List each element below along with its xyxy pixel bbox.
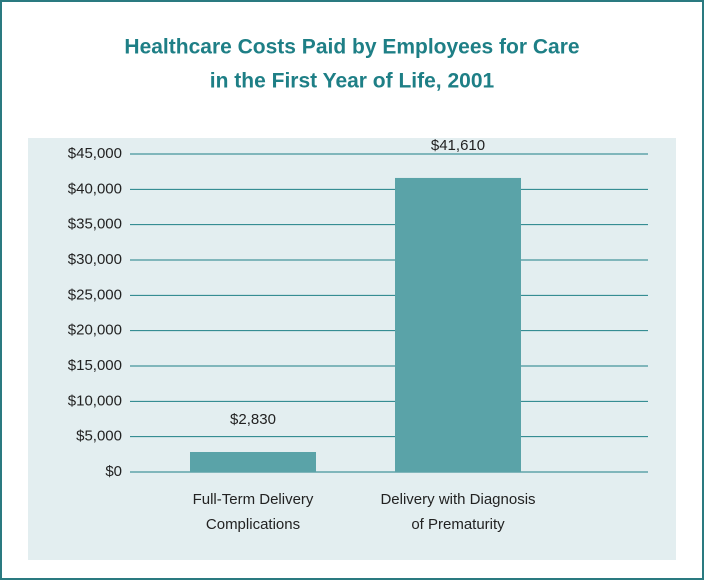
chart-title: in the First Year of Life, 2001 xyxy=(210,70,495,93)
y-tick-label: $45,000 xyxy=(68,145,122,162)
x-tick-label: Full-Term Delivery xyxy=(193,491,314,508)
y-tick-label: $15,000 xyxy=(68,357,122,374)
value-label: $41,610 xyxy=(431,137,485,154)
value-label: $2,830 xyxy=(230,411,276,428)
y-tick-label: $0 xyxy=(105,463,122,480)
x-tick-label: of Prematurity xyxy=(411,516,505,533)
y-tick-label: $35,000 xyxy=(68,216,122,233)
y-tick-label: $5,000 xyxy=(76,428,122,445)
y-tick-label: $30,000 xyxy=(68,251,122,268)
bar xyxy=(395,177,521,472)
y-tick-label: $25,000 xyxy=(68,286,122,303)
chart-title: Healthcare Costs Paid by Employees for C… xyxy=(124,36,579,59)
plot-background xyxy=(28,138,676,560)
x-tick-label: Complications xyxy=(206,516,300,533)
y-tick-label: $20,000 xyxy=(68,322,122,339)
y-tick-label: $10,000 xyxy=(68,392,122,409)
bar xyxy=(190,452,316,472)
x-tick-label: Delivery with Diagnosis xyxy=(380,491,535,508)
y-tick-label: $40,000 xyxy=(68,180,122,197)
